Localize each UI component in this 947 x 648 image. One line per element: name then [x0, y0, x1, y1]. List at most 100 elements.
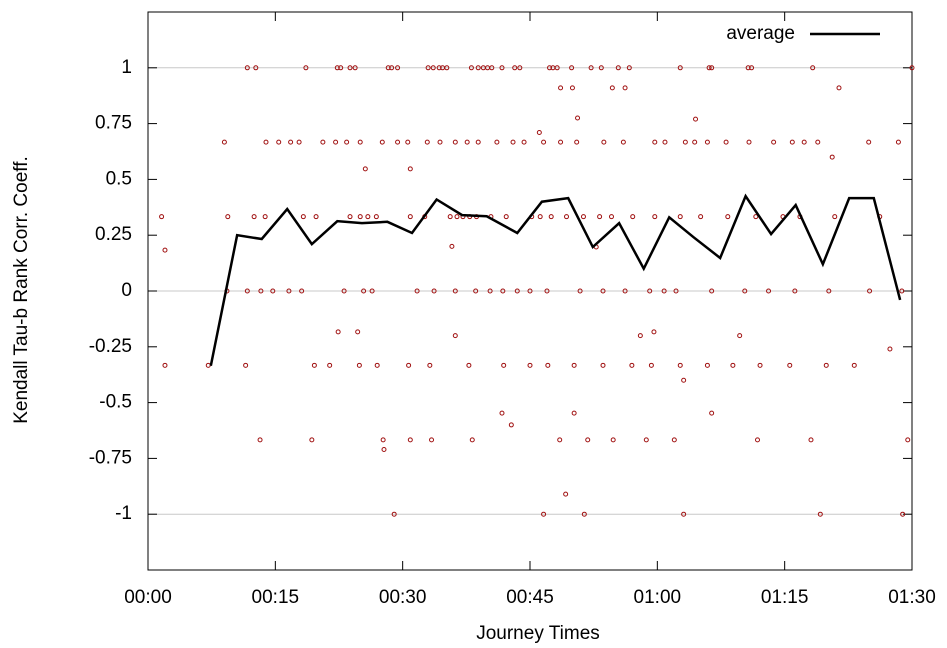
scatter-point: [244, 288, 250, 294]
scatter-point: [571, 410, 577, 416]
scatter-point: [501, 362, 507, 368]
scatter-point: [352, 65, 358, 71]
scatter-point: [395, 65, 401, 71]
scatter-point: [452, 333, 458, 339]
scatter-point: [730, 362, 736, 368]
scatter-point: [258, 288, 264, 294]
scatter-point: [503, 214, 509, 220]
scatter-point: [681, 511, 687, 517]
scatter-point: [407, 437, 413, 443]
scatter-point: [499, 65, 505, 71]
y-tick-label: 0.5: [106, 168, 132, 189]
scatter-point: [356, 362, 362, 368]
scatter-point: [303, 65, 309, 71]
scatter-point: [704, 362, 710, 368]
scatter-point: [389, 65, 395, 71]
scatter-point: [558, 85, 564, 91]
scatter-point: [449, 243, 455, 249]
scatter-point: [709, 65, 715, 71]
scatter-point: [648, 362, 654, 368]
scatter-point: [365, 214, 371, 220]
scatter-point: [276, 139, 282, 145]
scatter-point: [452, 139, 458, 145]
scatter-point: [671, 437, 677, 443]
scatter-point: [454, 214, 460, 220]
y-tick-label: -0.75: [89, 447, 132, 468]
scatter-point: [405, 139, 411, 145]
scatter-point: [159, 214, 165, 220]
scatter-point: [709, 288, 715, 294]
scatter-point: [647, 288, 653, 294]
scatter-point: [745, 65, 751, 71]
scatter-point: [414, 288, 420, 294]
scatter-point: [895, 139, 901, 145]
scatter-point: [598, 65, 604, 71]
scatter-point: [407, 214, 413, 220]
scatter-point: [313, 214, 319, 220]
scatter-point: [789, 139, 795, 145]
scatter-point: [243, 362, 249, 368]
scatter-point: [681, 377, 687, 383]
scatter-point: [251, 214, 257, 220]
scatter-point: [320, 139, 326, 145]
scatter-point: [637, 333, 643, 339]
scatter-point: [709, 410, 715, 416]
scatter-point: [577, 288, 583, 294]
scatter-point: [899, 288, 905, 294]
scatter-point: [541, 139, 547, 145]
x-tick-label: 01:30: [888, 587, 936, 608]
scatter-point: [344, 139, 350, 145]
x-tick-label: 01:15: [761, 587, 809, 608]
scatter-point: [221, 139, 227, 145]
scatter-point: [527, 362, 533, 368]
scatter-point: [792, 288, 798, 294]
scatter-point: [475, 139, 481, 145]
scatter-point: [677, 65, 683, 71]
scatter-point: [473, 288, 479, 294]
y-tick-label: -0.25: [89, 336, 132, 357]
scatter-point: [588, 65, 594, 71]
scatter-point: [677, 362, 683, 368]
scatter-point: [581, 511, 587, 517]
plot-frame: [147, 11, 913, 571]
x-tick-label: 00:00: [124, 587, 172, 608]
scatter-point: [452, 288, 458, 294]
scatter-point: [706, 65, 712, 71]
scatter-point: [380, 437, 386, 443]
scatter-point: [652, 139, 658, 145]
scatter-point: [801, 139, 807, 145]
y-axis-title: Kendall Tau-b Rank Corr. Coeff.: [11, 156, 32, 424]
scatter-point: [677, 214, 683, 220]
y-tick-label: 0.25: [95, 224, 132, 245]
scatter-point: [468, 65, 474, 71]
y-tick-label: -1: [115, 503, 132, 524]
scatter-point: [826, 288, 832, 294]
scatter-point: [407, 166, 413, 172]
scatter-point: [338, 65, 344, 71]
scatter-point: [569, 85, 575, 91]
scatter-point: [381, 446, 387, 452]
scatter-point: [500, 288, 506, 294]
scatter-point: [475, 65, 481, 71]
scatter-point: [620, 139, 626, 145]
scatter-point: [829, 154, 835, 160]
scatter-point: [652, 214, 658, 220]
scatter-point: [527, 288, 533, 294]
scatter-point: [609, 85, 615, 91]
scatter-point: [335, 329, 341, 335]
scatter-point: [355, 329, 361, 335]
scatter-point: [341, 288, 347, 294]
scatter-point: [508, 422, 514, 428]
scatter-point: [494, 139, 500, 145]
scatter-point: [651, 329, 657, 335]
scatter-point: [369, 288, 375, 294]
scatter-point: [815, 139, 821, 145]
scatter-point: [580, 214, 586, 220]
scatter-point: [436, 65, 442, 71]
scatter-point: [673, 288, 679, 294]
scatter-point: [512, 65, 518, 71]
scatter-point: [425, 65, 431, 71]
scatter-point: [517, 65, 523, 71]
scatter-point: [766, 288, 772, 294]
scatter-point: [662, 139, 668, 145]
